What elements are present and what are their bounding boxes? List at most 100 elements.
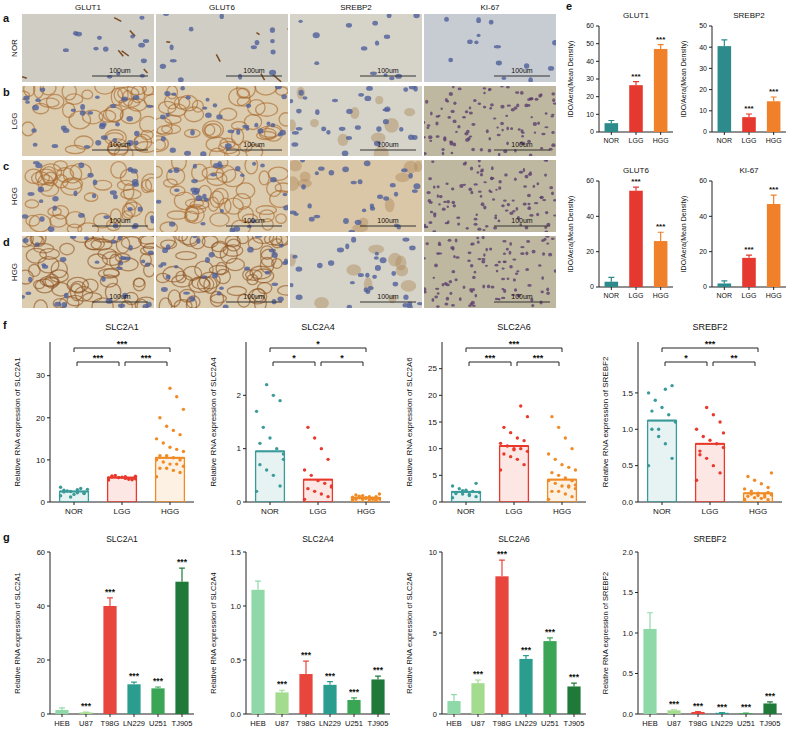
nucleus xyxy=(35,98,40,102)
plot-area xyxy=(647,384,773,502)
nucleus xyxy=(501,297,505,299)
scale-bar xyxy=(226,226,282,227)
significance-label: *** xyxy=(81,701,92,711)
significance-label: *** xyxy=(744,245,754,254)
nucleus xyxy=(533,122,537,126)
nucleus xyxy=(544,160,548,162)
nucleus xyxy=(447,220,449,224)
nucleus xyxy=(546,292,550,295)
nucleus xyxy=(166,275,171,280)
plot-area xyxy=(59,387,185,502)
significance-label: *** xyxy=(301,650,312,660)
x-tick xyxy=(454,714,455,717)
x-tick xyxy=(158,714,159,717)
nucleus xyxy=(491,166,494,170)
data-point xyxy=(255,490,258,493)
nucleus xyxy=(244,266,250,270)
nucleus xyxy=(446,297,449,301)
y-tick-label: 40 xyxy=(586,58,594,65)
nucleus xyxy=(494,215,497,217)
data-point xyxy=(278,399,281,402)
error-bar xyxy=(475,680,481,683)
nucleus xyxy=(510,127,513,130)
membrane-stain xyxy=(138,236,154,244)
data-point xyxy=(451,484,454,487)
data-point xyxy=(516,436,519,439)
chart: SLC2A4Relative RNA expression of SLC2A40… xyxy=(209,322,390,516)
data-point xyxy=(766,486,769,489)
x-tick-label: NOR xyxy=(653,507,671,516)
nucleus xyxy=(473,99,477,102)
nucleus xyxy=(438,203,441,205)
nucleus xyxy=(424,257,426,259)
nucleus xyxy=(527,203,530,205)
chart-title: SLC2A4 xyxy=(302,534,334,544)
cytoplasm-stain xyxy=(414,161,422,172)
data-point xyxy=(265,468,268,471)
nucleus xyxy=(486,129,489,133)
nucleus xyxy=(507,104,511,106)
nucleus xyxy=(120,256,126,260)
nucleus xyxy=(545,230,549,232)
nucleus xyxy=(475,294,477,298)
y-tick-label: 20 xyxy=(36,414,45,423)
error-bar xyxy=(375,676,381,679)
error-bar xyxy=(767,702,773,704)
nucleus xyxy=(365,273,369,278)
nucleus xyxy=(488,137,491,141)
nucleus xyxy=(380,257,387,263)
nucleus xyxy=(236,129,240,135)
data-point xyxy=(698,453,701,456)
nucleus xyxy=(494,45,501,48)
nucleus xyxy=(451,270,455,273)
nucleus xyxy=(170,44,174,50)
y-axis-label: Relative RNA expression of SLC2A4 xyxy=(209,572,218,693)
membrane-stain xyxy=(29,264,40,276)
nucleus xyxy=(271,50,276,55)
nucleus xyxy=(251,45,257,49)
bar xyxy=(567,686,580,714)
scale-bar xyxy=(494,302,550,303)
data-point xyxy=(76,488,79,491)
bar xyxy=(304,480,333,502)
nucleus xyxy=(553,102,556,104)
x-tick-label: HEB xyxy=(54,719,69,728)
nucleus xyxy=(364,287,369,292)
nucleus xyxy=(451,201,455,205)
y-tick xyxy=(709,110,712,111)
nucleus xyxy=(533,185,535,188)
scale-bar-label: 100um xyxy=(377,217,399,224)
x-tick xyxy=(122,502,123,505)
nucleus xyxy=(485,265,488,267)
nucleus xyxy=(489,189,492,192)
nucleus xyxy=(481,168,484,171)
y-tick-label: 10 xyxy=(36,456,45,465)
y-tick xyxy=(439,448,442,449)
nucleus xyxy=(190,130,195,136)
data-point xyxy=(255,410,258,413)
chart-title: SREBP2 xyxy=(733,11,765,20)
nucleus xyxy=(87,173,93,178)
significance-label: *** xyxy=(105,587,116,597)
x-tick-label: TJ905 xyxy=(760,719,781,728)
nucleus xyxy=(358,273,364,277)
bar xyxy=(696,444,725,502)
membrane-stain xyxy=(82,90,93,99)
nucleus xyxy=(161,136,166,141)
data-point xyxy=(258,442,261,445)
error-bar xyxy=(131,682,137,684)
y-tick-label: 0.0 xyxy=(231,710,241,719)
nucleus xyxy=(439,195,443,198)
data-point xyxy=(708,438,711,441)
chart: KI-67IDO/Aera(Mean Density)0204060NORLGG… xyxy=(680,166,786,299)
nucleus xyxy=(281,94,287,99)
y-tick-label: 40 xyxy=(699,44,707,51)
y-tick-label: 0.0 xyxy=(622,498,634,507)
y-tick xyxy=(596,216,599,217)
panel-label: b xyxy=(3,86,10,98)
significance-label: *** xyxy=(497,549,508,559)
significance-label: * xyxy=(340,353,344,363)
nucleus xyxy=(483,106,486,109)
data-point xyxy=(766,491,769,494)
nucleus xyxy=(391,271,396,276)
